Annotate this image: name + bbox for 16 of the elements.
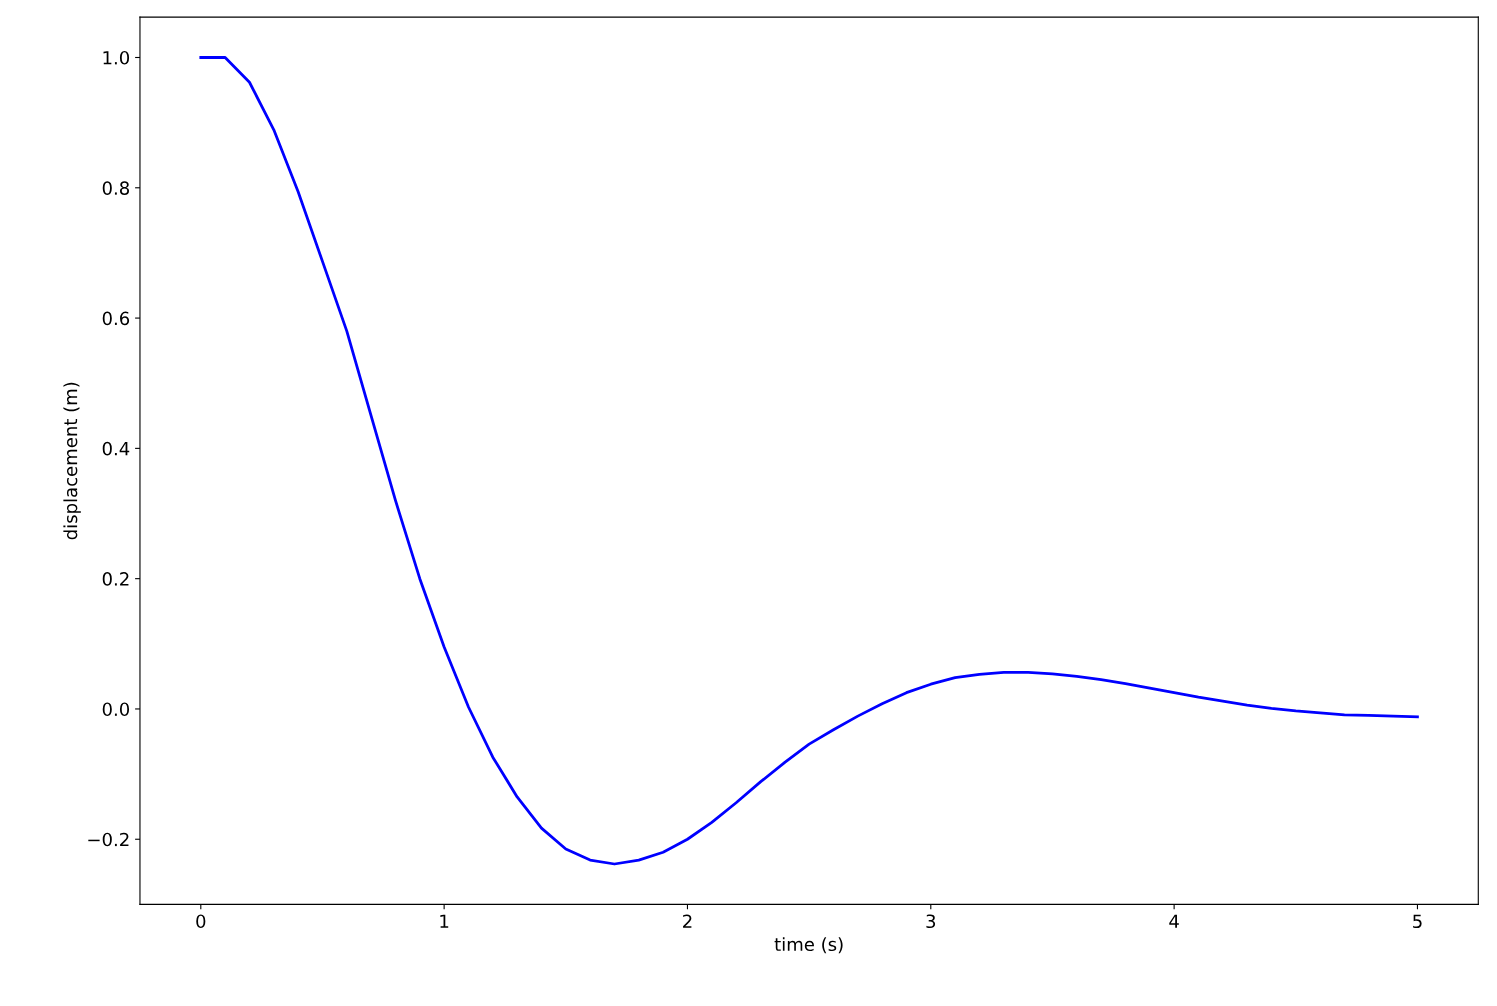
y-tick-label: 0.4	[102, 441, 130, 456]
y-tick-label: 0.6	[102, 311, 130, 326]
x-tick-label: 3	[926, 914, 936, 929]
y-axis-title: displacement (m)	[63, 382, 81, 540]
x-tick-label: 4	[1169, 914, 1179, 928]
y-tick-label: 0.0	[102, 702, 130, 717]
y-tick-label: 1.0	[103, 50, 130, 65]
x-tick-label: 1	[440, 914, 449, 928]
x-axis-title: time (s)	[774, 937, 843, 954]
x-tick-label: 0	[196, 914, 206, 929]
line-series	[199, 56, 1419, 866]
y-tick-label: −0.2	[88, 832, 129, 847]
x-tick-label: 2	[683, 914, 692, 928]
y-tick-label: 0.8	[102, 181, 130, 195]
x-tick-label: 5	[1413, 914, 1422, 929]
y-tick-label: 0.2	[102, 572, 129, 586]
